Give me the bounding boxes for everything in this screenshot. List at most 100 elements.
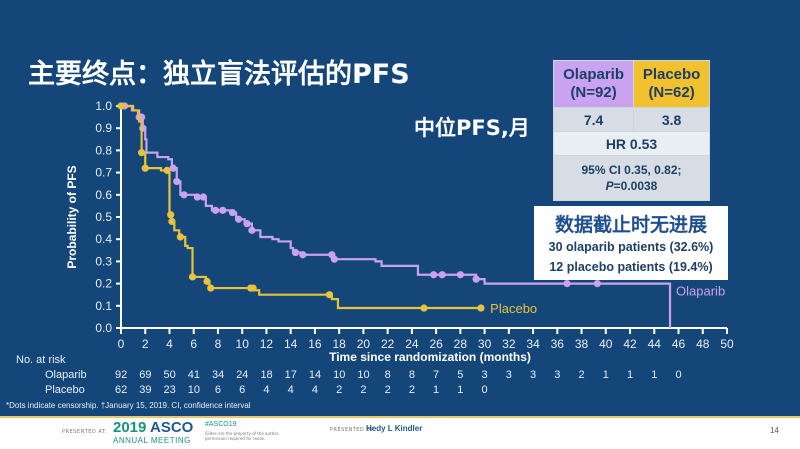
risk-count: 2 [384,384,391,396]
x-tick-label: 30 [478,337,492,351]
risk-count: 0 [675,369,682,381]
x-tick-label: 10 [236,337,250,351]
censor-dot [193,193,201,201]
censor-dot [219,206,227,214]
x-tick-label: 16 [308,337,322,351]
risk-count: 39 [139,384,152,396]
x-tick-label: 46 [672,337,686,351]
risk-count: 3 [554,369,561,381]
presented-by-label: PRESENTED BY: [330,427,376,433]
km-chart: 0.00.10.20.30.40.50.60.70.80.91.00 2 4 6 8 10… [65,99,734,364]
results-table: Olaparib (N=92) Placebo (N=62) 7.4 3.8 HR … [552,60,710,201]
censor-dot [169,164,177,172]
risk-count: 3 [481,369,488,381]
olaparib-median: 7.4 [552,107,635,132]
risk-count: 69 [139,369,152,381]
confidence-interval: 95% CI 0.35, 0.82; P=0.0038 [553,155,710,201]
risk-count: 8 [384,369,391,381]
risk-count: 2 [336,384,343,396]
censor-dot [472,275,480,283]
risk-count: 34 [211,369,225,381]
y-tick-label: 1.0 [95,99,112,113]
presented-at-label: PRESENTED AT: [62,429,108,435]
page-number: 14 [770,426,779,435]
censor-dot [248,226,256,234]
placebo-header-cell: Placebo (N=62) [633,60,710,108]
asco-logo: 2019 ASCO [113,419,194,436]
risk-count: 1 [602,369,609,381]
risk-count: 0 [481,384,488,396]
risk-count: 10 [187,384,200,396]
risk-row-label: Placebo [45,384,85,396]
risk-count: 2 [360,384,367,396]
censor-dot [299,251,307,259]
censor-dot [228,208,237,217]
risk-count: 1 [626,369,634,381]
presenter-name: Hedy L Kindler [366,424,423,433]
risk-count: 18 [260,369,273,381]
x-tick-label: 38 [575,337,589,351]
risk-count: 3 [530,369,537,381]
chart-curves: Olaparib Placebo [117,102,725,328]
placebo-end-label: Placebo [490,301,537,316]
x-tick-label: 50 [720,337,734,351]
x-tick-label: 22 [381,337,395,351]
x-tick-label: 18 [332,337,346,351]
progression-free-box: 数据截止时无进展 30 olaparib patients (32.6%) 12… [534,206,728,280]
risk-count: 1 [457,384,464,396]
risk-count: 10 [333,369,346,381]
risk-count: 24 [236,369,249,381]
censor-dot [234,215,243,223]
hazard-ratio: HR 0.53 [553,131,710,156]
x-tick-label: 24 [405,337,419,351]
risk-count: 8 [408,369,415,381]
y-tick-label: 0.6 [95,188,112,202]
median-pfs-label: 中位PFS,月 [414,116,530,140]
x-tick-label: 8 [215,337,222,351]
censor-dot [211,206,220,214]
hashtag: #ASCO19 [205,421,237,428]
censor-dot [180,191,188,199]
footer-divider [0,416,800,418]
x-tick-label: 34 [526,337,540,351]
censor-dot [420,304,428,312]
censor-dot [243,220,251,228]
x-tick-label: 14 [284,337,298,351]
y-tick-label: 0.7 [95,166,112,180]
olaparib-end-label: Olaparib [676,283,725,298]
risk-row-label: Olaparib [45,369,87,381]
risk-count: 10 [357,369,370,381]
censor-dot [563,280,571,288]
y-tick-label: 0.3 [95,254,112,268]
x-tick-label: 0 [118,337,125,351]
y-tick-label: 0.0 [95,321,112,335]
y-axis-label: Probability of PFS [65,165,79,268]
x-axis-label: Time since randomization (months) [329,350,531,364]
x-tick-label: 2 [142,337,149,351]
rights-notice: Slides are the property of the author, p… [205,431,280,441]
risk-count: 6 [239,384,246,396]
censor-dot [199,193,208,201]
asco-annual-meeting: ANNUAL MEETING [113,436,191,445]
risk-count: 62 [115,384,128,396]
x-tick-label: 20 [357,337,371,351]
censor-dot [117,102,125,110]
x-tick-label: 40 [599,337,613,351]
footnote: *Dots indicate censorship. †January 15, … [6,401,251,410]
risk-count: 17 [284,369,297,381]
censor-dot [163,166,171,174]
censor-dot [203,277,211,285]
censor-dot [138,149,146,157]
x-tick-label: 12 [260,337,274,351]
risk-count: 2 [408,384,415,396]
risk-count: 14 [308,369,322,381]
censor-dot [456,271,464,279]
y-tick-label: 0.2 [95,277,112,291]
risk-count: 23 [163,384,176,396]
risk-count: 2 [578,369,585,381]
risk-table-header: No. at risk [16,354,66,366]
placebo-median: 3.8 [633,107,710,132]
censor-dot [188,273,197,281]
censor-dot [167,211,175,219]
censor-dot [141,164,149,172]
